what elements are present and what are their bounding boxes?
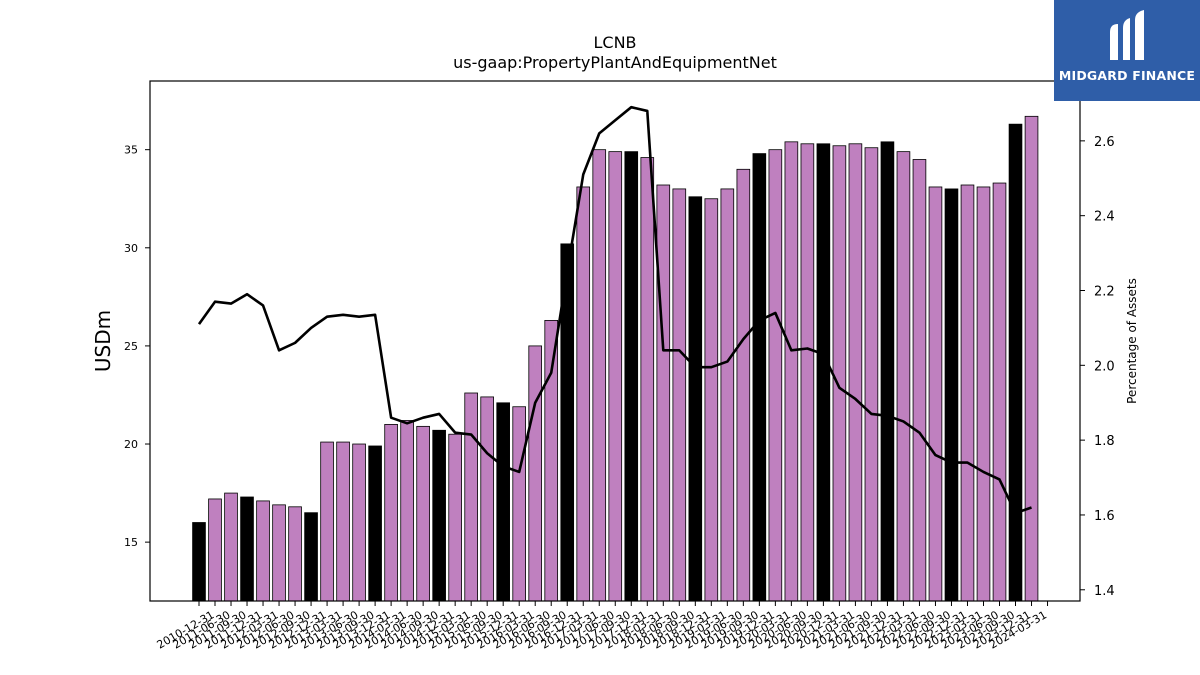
bar xyxy=(448,433,462,602)
bar xyxy=(816,143,831,602)
brand-name: MIDGARD FINANCE xyxy=(1058,68,1196,83)
y-axis-label: USDm xyxy=(91,310,115,372)
bar xyxy=(464,392,478,602)
bar xyxy=(736,168,751,602)
bar xyxy=(432,429,446,602)
bar xyxy=(192,522,206,602)
bar xyxy=(944,188,959,602)
bar xyxy=(272,504,286,602)
bar xyxy=(992,182,1007,602)
bar xyxy=(256,500,270,602)
y2-tick-label: 1.6 xyxy=(1094,509,1115,524)
bar xyxy=(576,186,591,602)
percentage-line xyxy=(197,105,1032,515)
bar xyxy=(832,145,847,602)
bar xyxy=(768,149,783,602)
bar xyxy=(864,147,879,602)
bar xyxy=(240,496,254,602)
bar xyxy=(480,396,494,602)
bar xyxy=(400,420,414,602)
bar xyxy=(1024,115,1039,602)
bar xyxy=(384,423,398,602)
y2-tick-label: 2.6 xyxy=(1094,135,1115,150)
bar xyxy=(752,153,767,602)
bar xyxy=(512,406,526,602)
bar xyxy=(592,149,607,602)
chart-subtitle: us-gaap:PropertyPlantAndEquipmentNet xyxy=(453,53,777,72)
midgard-logo-icon xyxy=(1110,10,1144,60)
y2-tick-label: 2.4 xyxy=(1094,210,1115,225)
bar xyxy=(896,151,911,602)
bar xyxy=(912,159,927,602)
bar xyxy=(416,425,430,602)
bar xyxy=(976,186,991,602)
y-tick-label: 30 xyxy=(124,242,138,255)
chart-title: LCNB xyxy=(593,33,636,52)
y-tick-label: 20 xyxy=(124,438,138,451)
bar xyxy=(544,319,559,602)
bar xyxy=(704,198,719,602)
bar xyxy=(800,143,815,602)
bar xyxy=(608,151,623,602)
y2-tick-label: 1.8 xyxy=(1094,434,1115,449)
bar xyxy=(352,443,366,602)
bar xyxy=(1008,123,1023,602)
y2-tick-label: 2.0 xyxy=(1094,359,1115,374)
bar xyxy=(320,441,334,602)
bar xyxy=(720,188,735,602)
bar xyxy=(224,492,238,602)
bar xyxy=(624,151,639,602)
y-tick-label: 15 xyxy=(124,536,138,549)
bar xyxy=(496,402,510,602)
bar xyxy=(880,141,895,602)
bar xyxy=(640,157,655,602)
bar xyxy=(656,184,671,602)
y2-axis-label: Percentage of Assets xyxy=(1125,278,1139,404)
bar xyxy=(928,186,943,602)
bar xyxy=(848,143,863,602)
bar xyxy=(368,445,382,602)
y2-tick-label: 2.2 xyxy=(1094,284,1115,299)
bar xyxy=(960,184,975,602)
brand-logo: MIDGARD FINANCE xyxy=(1054,0,1200,101)
bar xyxy=(288,506,302,602)
bar xyxy=(304,512,318,602)
y-tick-label: 25 xyxy=(124,340,138,353)
bar xyxy=(672,188,687,602)
bar xyxy=(528,345,543,602)
bar xyxy=(784,141,799,602)
y2-tick-label: 1.4 xyxy=(1094,584,1115,599)
bar xyxy=(208,498,222,602)
y-tick-label: 35 xyxy=(124,144,138,157)
bar xyxy=(688,196,703,602)
bar xyxy=(336,441,350,602)
